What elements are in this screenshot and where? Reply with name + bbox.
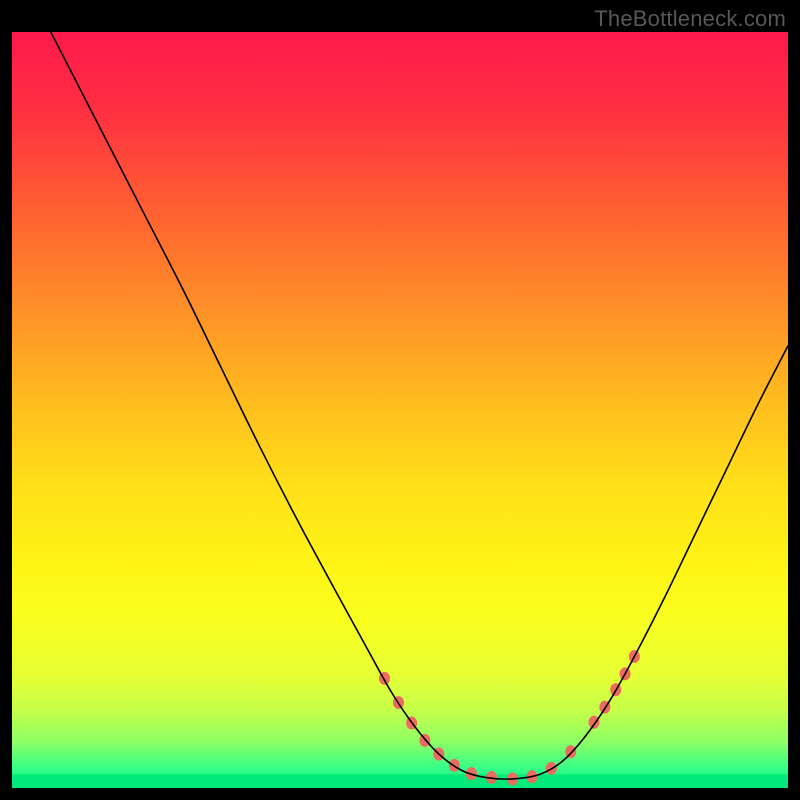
bottom-band: [12, 774, 788, 788]
chart-frame: TheBottleneck.com: [0, 0, 800, 800]
plot-area: [12, 32, 788, 788]
curve-marker: [589, 716, 600, 729]
watermark-text: TheBottleneck.com: [594, 6, 786, 32]
curve-marker: [419, 734, 430, 747]
chart-svg: [0, 0, 800, 800]
